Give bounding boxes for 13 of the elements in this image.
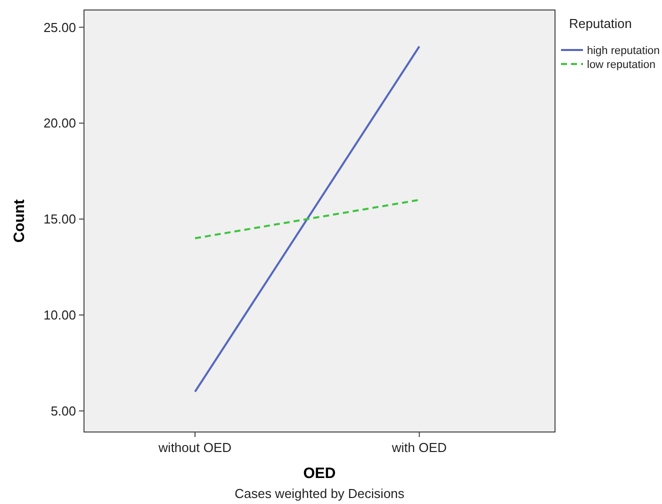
legend-label: low reputation [587,58,656,71]
x-tick-label: with OED [390,440,447,455]
x-tick-label: without OED [158,440,232,455]
x-axis-title: OED [303,465,336,482]
y-tick-label: 5.00 [50,403,76,418]
legend-label: high reputation [587,44,660,57]
text: Cases weighted by Decisions [234,486,405,501]
y-tick-label: 15.00 [43,212,76,227]
y-tick-label: 10.00 [43,308,76,323]
y-axis-title: Count [11,199,28,243]
legend-title: Reputation [569,16,632,31]
y-tick-label: 25.00 [43,20,76,35]
y-tick-label: 20.00 [43,116,76,131]
